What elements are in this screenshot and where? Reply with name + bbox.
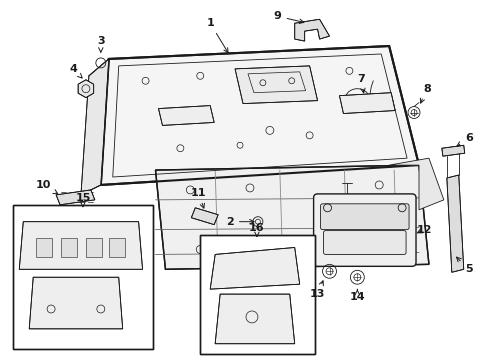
- Polygon shape: [108, 238, 124, 257]
- Polygon shape: [61, 238, 77, 257]
- Polygon shape: [446, 175, 463, 272]
- Text: 10: 10: [36, 180, 58, 194]
- FancyBboxPatch shape: [313, 194, 415, 266]
- Polygon shape: [101, 46, 418, 185]
- Text: 2: 2: [226, 217, 254, 227]
- Polygon shape: [294, 19, 329, 41]
- Text: 4: 4: [69, 64, 82, 78]
- Text: 14: 14: [349, 289, 365, 302]
- Text: 6: 6: [456, 133, 472, 146]
- Polygon shape: [388, 158, 443, 210]
- Text: 11: 11: [190, 188, 205, 208]
- Polygon shape: [441, 145, 464, 156]
- Polygon shape: [191, 208, 218, 225]
- Polygon shape: [215, 294, 294, 344]
- Polygon shape: [56, 190, 95, 205]
- Polygon shape: [210, 247, 299, 289]
- FancyBboxPatch shape: [320, 204, 408, 230]
- Polygon shape: [36, 238, 52, 257]
- Text: 12: 12: [415, 225, 431, 235]
- Polygon shape: [235, 66, 317, 104]
- Polygon shape: [158, 105, 214, 125]
- Polygon shape: [29, 277, 122, 329]
- Text: 1: 1: [206, 18, 227, 53]
- Text: 13: 13: [309, 281, 325, 299]
- Text: 5: 5: [456, 257, 471, 274]
- Text: 9: 9: [273, 11, 303, 23]
- Text: 15: 15: [75, 193, 90, 207]
- Text: 7: 7: [357, 74, 365, 93]
- FancyBboxPatch shape: [323, 231, 405, 255]
- Polygon shape: [155, 165, 428, 269]
- Polygon shape: [200, 235, 314, 354]
- Polygon shape: [81, 59, 108, 195]
- Text: 8: 8: [420, 84, 430, 103]
- Polygon shape: [78, 80, 94, 98]
- Polygon shape: [13, 205, 152, 349]
- Text: 16: 16: [248, 222, 264, 237]
- Polygon shape: [19, 222, 142, 269]
- Polygon shape: [339, 93, 394, 113]
- Polygon shape: [86, 238, 102, 257]
- Text: 3: 3: [97, 36, 104, 52]
